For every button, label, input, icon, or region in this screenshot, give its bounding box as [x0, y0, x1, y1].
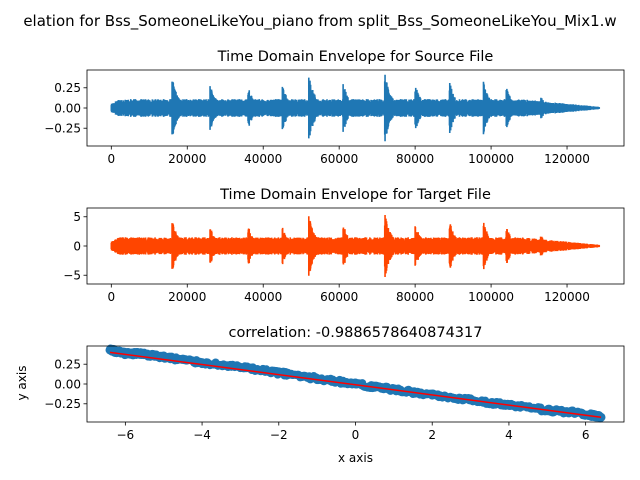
x-tick-label: 60000: [320, 290, 358, 304]
waveform-series: [110, 215, 601, 277]
axes-frame: [86, 69, 625, 147]
x-tick-label: 0: [352, 428, 360, 442]
target-envelope-axes: Time Domain Envelope for Target File 0 20…: [63, 187, 625, 304]
x-tick-label: 80000: [396, 290, 434, 304]
y-tick-label: 0.25: [54, 81, 81, 95]
x-tick-label: 40000: [244, 290, 282, 304]
axes-frame: [86, 345, 625, 423]
x-tick-label: −2: [270, 428, 288, 442]
scatter-point: [274, 368, 284, 378]
y-tick-label: 0.00: [54, 101, 81, 115]
scatter-point: [197, 358, 207, 368]
correlation-title: correlation: -0.9886578640874317: [229, 325, 483, 341]
x-tick-label: 6: [582, 428, 590, 442]
scatter-points: [105, 344, 606, 423]
y-tick-label: 5: [73, 210, 81, 224]
scatter-point: [351, 379, 360, 389]
x-tick-label: 80000: [396, 152, 434, 166]
x-tick-label: 40000: [244, 152, 282, 166]
y-tick-label: 0: [73, 239, 81, 253]
source-envelope-axes: Time Domain Envelope for Source File 0 20…: [44, 49, 625, 166]
x-tick-label: 60000: [320, 152, 358, 166]
scatter-point: [596, 412, 606, 422]
x-tick-label: 100000: [468, 152, 514, 166]
y-tick-label: 0.25: [54, 358, 81, 372]
source-envelope-title: Time Domain Envelope for Source File: [217, 49, 494, 65]
x-tick-label: 0: [107, 152, 115, 166]
y-tick-label: −5: [63, 269, 81, 283]
x-tick-label: 2: [428, 428, 436, 442]
x-tick-label: 20000: [168, 290, 206, 304]
figure-suptitle: elation for Bss_SomeoneLikeYou_piano fro…: [23, 12, 616, 31]
scatter-point: [577, 408, 587, 418]
correlation-scatter-axes: correlation: -0.9886578640874317 x axis …: [15, 325, 625, 465]
x-tick-label: 4: [505, 428, 513, 442]
y-tick-label: 0.00: [54, 377, 81, 391]
x-tick-label: −4: [193, 428, 211, 442]
waveform-series: [110, 74, 601, 142]
scatter-y-axis-label: y axis: [15, 366, 29, 401]
axes-frame: [86, 207, 625, 285]
y-tick-label: −0.25: [44, 122, 81, 136]
regression-line: [109, 351, 602, 418]
x-tick-label: 120000: [544, 290, 590, 304]
x-tick-label: 0: [107, 290, 115, 304]
x-tick-label: 120000: [544, 152, 590, 166]
target-envelope-title: Time Domain Envelope for Target File: [219, 187, 491, 203]
x-tick-label: 20000: [168, 152, 206, 166]
x-tick-label: 100000: [468, 290, 514, 304]
scatter-x-axis-label: x axis: [338, 451, 373, 465]
x-tick-label: −6: [117, 428, 135, 442]
y-tick-label: −0.25: [44, 397, 81, 411]
scatter-point: [312, 373, 322, 383]
